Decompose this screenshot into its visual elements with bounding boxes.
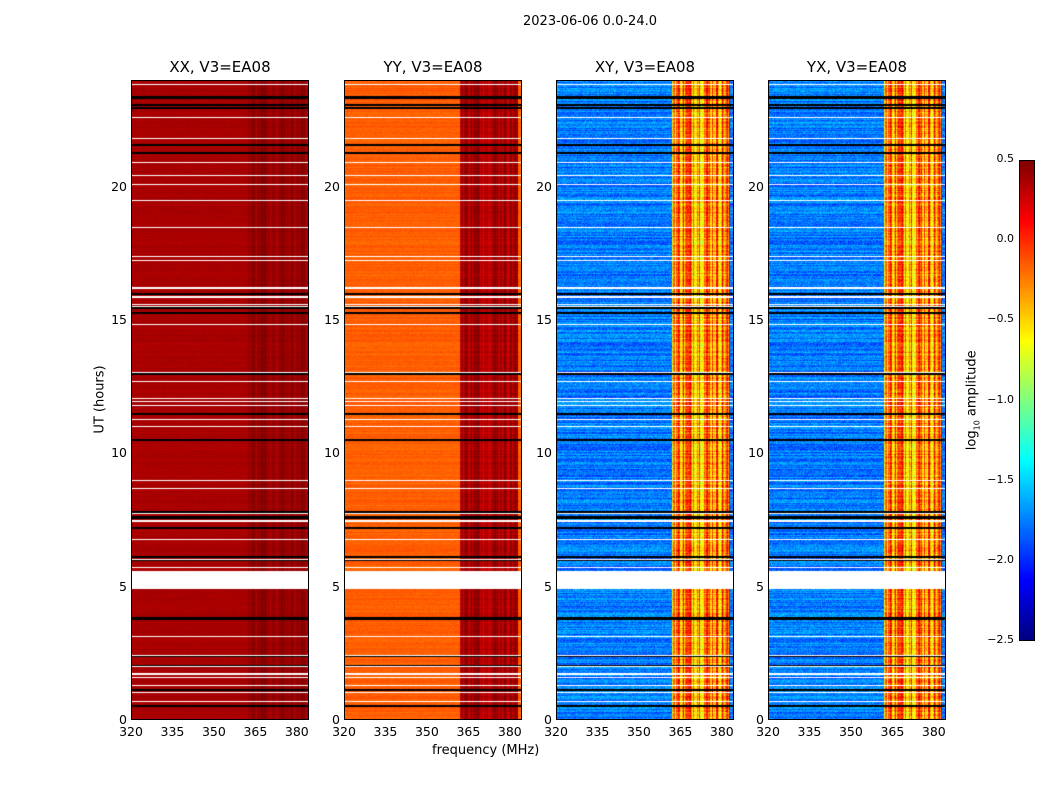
y-tick-label: 0 bbox=[544, 712, 552, 727]
panel-title: XX, V3=EA08 bbox=[169, 58, 271, 76]
x-tick-label: 365 bbox=[668, 724, 693, 739]
colorbar-tick-label: −2.5 bbox=[987, 633, 1014, 646]
y-tick-label: 5 bbox=[544, 578, 552, 594]
panel-title: YX, V3=EA08 bbox=[806, 58, 908, 76]
y-tick-label: 20 bbox=[324, 178, 340, 194]
y-tick-label: 20 bbox=[111, 178, 127, 194]
panel-title: XY, V3=EA08 bbox=[594, 58, 696, 76]
y-tick-label: 0 bbox=[332, 712, 340, 727]
colorbar bbox=[1019, 160, 1035, 641]
figure-title: 2023-06-06 0.0-24.0 bbox=[523, 14, 657, 29]
heatmap-cells bbox=[132, 81, 308, 719]
x-axis-label: frequency (MHz) bbox=[432, 743, 540, 758]
colorbar-tick-label: −2.0 bbox=[987, 552, 1014, 566]
y-tick-label: 15 bbox=[536, 312, 552, 327]
heatmap-panel bbox=[131, 80, 309, 720]
x-tick-label: 350 bbox=[626, 724, 651, 739]
y-tick-label: 20 bbox=[536, 178, 552, 194]
x-tick-label: 350 bbox=[838, 724, 863, 739]
x-tick-label: 350 bbox=[201, 724, 226, 739]
heatmap-panel bbox=[344, 80, 522, 720]
x-tick-label: 350 bbox=[414, 724, 439, 739]
colorbar-tick-label: −1.0 bbox=[987, 392, 1014, 406]
x-tick-label: 320 bbox=[119, 724, 143, 739]
y-tick-label: 15 bbox=[324, 312, 340, 327]
x-tick-label: 380 bbox=[284, 724, 309, 739]
y-tick-label: 5 bbox=[332, 578, 340, 594]
colorbar-tick-label: −1.5 bbox=[987, 472, 1014, 486]
x-tick-label: 380 bbox=[497, 724, 522, 739]
colorbar-tick-label: −0.5 bbox=[987, 312, 1014, 326]
y-tick-label: 10 bbox=[536, 445, 552, 461]
y-tick-label: 10 bbox=[111, 445, 127, 461]
panel-title: YY, V3=EA08 bbox=[383, 58, 483, 76]
x-tick-label: 320 bbox=[332, 724, 356, 739]
x-tick-label: 365 bbox=[456, 724, 481, 739]
x-tick-label: 335 bbox=[373, 724, 398, 739]
y-tick-label: 5 bbox=[119, 578, 127, 594]
x-tick-label: 335 bbox=[797, 724, 822, 739]
y-tick-label: 0 bbox=[119, 712, 127, 727]
y-tick-label: 5 bbox=[756, 578, 764, 594]
x-tick-label: 380 bbox=[709, 724, 734, 739]
y-tick-label: 10 bbox=[748, 445, 764, 461]
y-tick-label: 10 bbox=[324, 445, 340, 461]
x-tick-label: 320 bbox=[756, 724, 780, 739]
y-tick-label: 15 bbox=[748, 312, 764, 327]
y-tick-label: 20 bbox=[748, 178, 764, 194]
colorbar-tick-label: 0.5 bbox=[996, 152, 1015, 165]
x-tick-label: 365 bbox=[243, 724, 268, 739]
heatmap-panel bbox=[556, 80, 734, 720]
y-tick-label: 15 bbox=[111, 312, 127, 327]
y-tick-label: 0 bbox=[756, 712, 764, 727]
heatmap-cells bbox=[345, 81, 521, 719]
heatmap-cells bbox=[557, 81, 733, 719]
x-tick-label: 335 bbox=[585, 724, 610, 739]
colorbar-tick-label: 0.0 bbox=[996, 232, 1015, 246]
heatmap-panel bbox=[768, 80, 946, 720]
x-tick-label: 380 bbox=[921, 724, 946, 739]
y-axis-label: UT (hours) bbox=[92, 365, 108, 434]
x-tick-label: 365 bbox=[880, 724, 905, 739]
heatmap-cells bbox=[769, 81, 945, 719]
x-tick-label: 335 bbox=[160, 724, 185, 739]
x-tick-label: 320 bbox=[544, 724, 568, 739]
